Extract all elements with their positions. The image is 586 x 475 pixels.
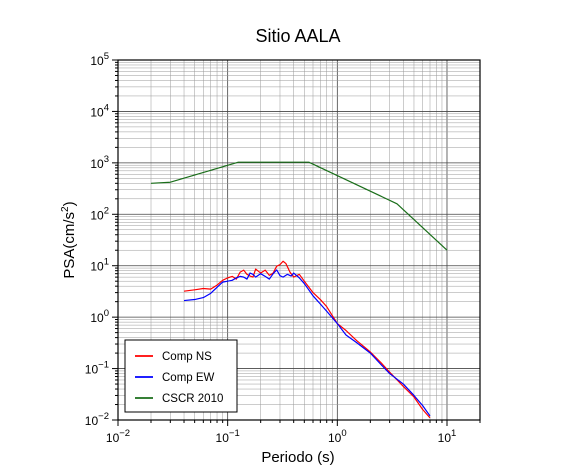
grid xyxy=(117,59,481,421)
chart-title: Sitio AALA xyxy=(255,26,340,46)
series-line-comp-ns xyxy=(183,260,431,419)
y-tick-label: 102 xyxy=(90,205,109,222)
y-tick-label: 103 xyxy=(90,154,109,171)
x-tick-label: 101 xyxy=(438,428,457,445)
legend-box xyxy=(124,339,238,413)
y-tick-label: 100 xyxy=(90,308,109,325)
series-layer xyxy=(150,161,448,419)
x-tick-label: 100 xyxy=(328,428,347,445)
axis-ticks xyxy=(112,59,481,426)
x-tick-label: 10−2 xyxy=(106,428,130,445)
legend-label-cscr-2010: CSCR 2010 xyxy=(162,393,223,405)
y-axis-title-end: ) xyxy=(61,201,78,206)
x-tick-label: 10−1 xyxy=(216,428,240,445)
y-tick-label: 101 xyxy=(90,257,109,274)
y-axis-title: PSA(cm/s2) xyxy=(60,201,78,278)
y-axis-title-sup: 2 xyxy=(60,206,71,212)
series-line-comp-ew xyxy=(183,269,431,417)
axis-labels: 10−2 10−1 100 101 10−2 10−1 100 101 102 103 104 105 xyxy=(85,51,457,445)
y-tick-label: 105 xyxy=(90,51,109,68)
y-axis-title-base: PSA(cm/s xyxy=(61,212,78,279)
y-tick-label: 10−1 xyxy=(85,360,109,377)
legend-label-comp-ns: Comp NS xyxy=(162,351,212,363)
x-axis-title: Periodo (s) xyxy=(261,449,334,466)
y-tick-label: 104 xyxy=(90,102,109,119)
y-tick-label: 10−2 xyxy=(85,411,109,428)
plot-frame xyxy=(117,59,481,421)
legend-label-comp-ew: Comp EW xyxy=(162,372,215,384)
legend: Comp NS Comp EW CSCR 2010 xyxy=(124,339,238,413)
series-line-cscr-2010 xyxy=(150,161,448,251)
